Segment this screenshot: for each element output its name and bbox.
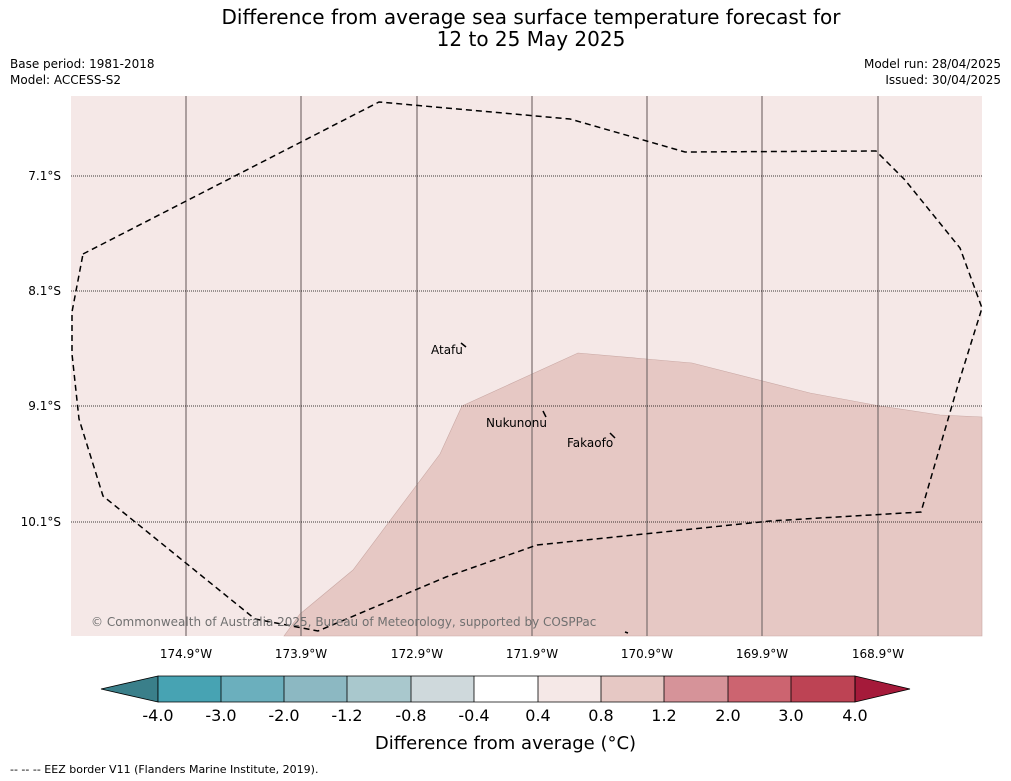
lon-label-169-9: 169.9°W bbox=[735, 647, 789, 661]
colorbar-segment-3 bbox=[284, 676, 347, 702]
chart-title: Difference from average sea surface temp… bbox=[0, 6, 1011, 50]
colorbar-tick: -1.2 bbox=[331, 706, 363, 725]
colorbar-tick: 4.0 bbox=[842, 706, 868, 725]
lat-label-9-1: 9.1°S bbox=[28, 399, 61, 413]
eez-footnote: -- -- -- EEZ border V11 (Flanders Marine… bbox=[10, 763, 319, 776]
colorbar-segment-10 bbox=[728, 676, 791, 702]
issued-date: Issued: 30/04/2025 bbox=[885, 73, 1001, 87]
lon-label-172-9: 172.9°W bbox=[390, 647, 444, 661]
copyright-notice: © Commonwealth of Australia 2025, Bureau… bbox=[91, 615, 596, 629]
colorbar-segment-9 bbox=[664, 676, 728, 702]
colorbar-tick: -0.8 bbox=[395, 706, 427, 725]
colorbar-tick: -2.0 bbox=[268, 706, 300, 725]
title-line-2: 12 to 25 May 2025 bbox=[436, 27, 626, 51]
lon-label-174-9: 174.9°W bbox=[159, 647, 213, 661]
colorbar-segment-11 bbox=[791, 676, 855, 702]
colorbar-tick: 3.0 bbox=[778, 706, 804, 725]
colorbar-title: Difference from average (°C) bbox=[374, 733, 637, 754]
lat-label-7-1: 7.1°S bbox=[28, 169, 61, 183]
colorbar-tick: -0.4 bbox=[458, 706, 490, 725]
eez-border bbox=[71, 101, 983, 632]
colorbar-tick: 0.4 bbox=[525, 706, 551, 725]
colorbar-segment-5 bbox=[411, 676, 474, 702]
colorbar-tick: 2.0 bbox=[715, 706, 741, 725]
model-name: Model: ACCESS-S2 bbox=[10, 73, 122, 87]
nukunonu-island bbox=[542, 410, 547, 418]
lon-label-171-9: 171.9°W bbox=[505, 647, 559, 661]
lon-label-173-9: 173.9°W bbox=[274, 647, 328, 661]
lon-label-170-9: 170.9°W bbox=[620, 647, 674, 661]
title-line-1: Difference from average sea surface temp… bbox=[221, 5, 841, 29]
lat-label-10-1: 10.1°S bbox=[20, 515, 61, 529]
colorbar-segment-2 bbox=[221, 676, 284, 702]
colorbar bbox=[100, 675, 911, 703]
lat-label-8-1: 8.1°S bbox=[28, 284, 61, 298]
colorbar-tick: 0.8 bbox=[588, 706, 614, 725]
colorbar-segment-4 bbox=[347, 676, 411, 702]
colorbar-segment-1 bbox=[158, 676, 221, 702]
base-period: Base period: 1981-2018 bbox=[10, 57, 155, 71]
colorbar-min-arrow bbox=[100, 675, 159, 703]
colorbar-max-arrow bbox=[854, 675, 911, 703]
run-info: Model run: 28/04/2025 Issued: 30/04/2025 bbox=[864, 56, 1001, 88]
place-label-atafu: Atafu bbox=[431, 343, 463, 357]
colorbar-tick: -3.0 bbox=[205, 706, 237, 725]
warm-anomaly-region bbox=[283, 352, 983, 637]
model-info: Base period: 1981-2018 Model: ACCESS-S2 bbox=[10, 56, 155, 88]
place-label-fakaofo: Fakaofo bbox=[567, 436, 613, 450]
atafu-island bbox=[460, 342, 467, 348]
fakaofo-island bbox=[609, 432, 616, 439]
colorbar-tick: -4.0 bbox=[142, 706, 174, 725]
colorbar-segment-8 bbox=[601, 676, 664, 702]
place-label-nukunonu: Nukunonu bbox=[486, 416, 547, 430]
lon-label-168-9: 168.9°W bbox=[851, 647, 905, 661]
model-run: Model run: 28/04/2025 bbox=[863, 57, 1001, 71]
colorbar-tick: 1.2 bbox=[651, 706, 677, 725]
longitude-gridlines bbox=[185, 96, 879, 636]
swains-island bbox=[624, 631, 629, 634]
colorbar-segment-7 bbox=[538, 676, 601, 702]
colorbar-segment-6 bbox=[474, 676, 538, 702]
